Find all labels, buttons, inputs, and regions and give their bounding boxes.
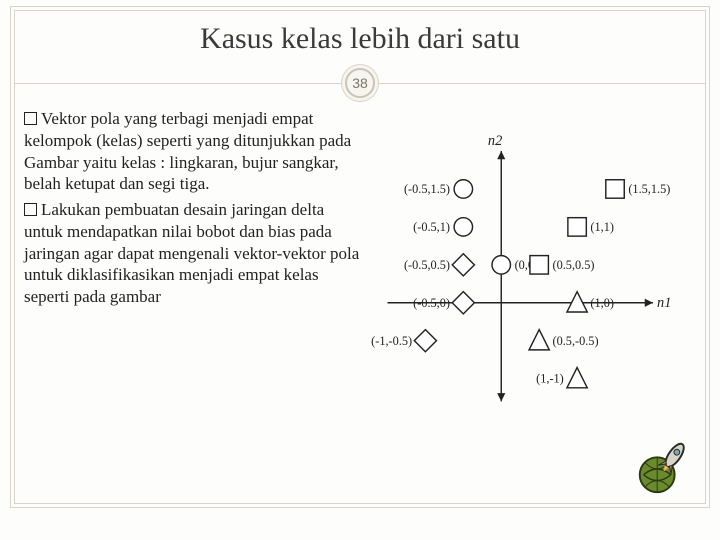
point-circle-icon [454,218,472,236]
point-diamond-icon [414,330,436,352]
bullet-2-text: Lakukan pembuatan desain jaringan delta … [24,200,359,306]
square-bullet-icon [24,203,37,216]
y-axis-arrow-down-icon [497,393,505,401]
point-label: (-0.5,0.5) [404,258,450,272]
point-square-icon [606,180,624,198]
content-row: Vektor pola yang terbagi menjadi empat k… [24,108,696,496]
y-axis-arrow-icon [497,151,505,159]
point-label: (1,0) [590,296,614,310]
title-wrap: Kasus kelas lebih dari satu [0,22,720,56]
point-triangle-icon [529,330,549,350]
point-label: (-0.5,1) [413,220,450,234]
rocket-globe-icon [632,436,694,498]
point-square-icon [568,218,586,236]
text-column: Vektor pola yang terbagi menjadi empat k… [24,108,360,496]
point-label: (0.5,0.5) [553,258,595,272]
point-triangle-icon [567,368,587,388]
point-label: (-1,-0.5) [371,334,412,348]
point-circle-icon [454,180,472,198]
bullet-1-text: Vektor pola yang terbagi menjadi empat k… [24,109,351,193]
point-square-icon [530,256,548,274]
scatter-figure: n1n2(-0.5,1.5)(-0.5,1)(0,0.5)(1.5,1.5)(1… [368,108,696,446]
point-diamond-icon [452,292,474,314]
y-axis-label: n2 [488,133,502,149]
point-label: (1,-1) [536,372,564,386]
point-diamond-icon [452,254,474,276]
point-circle-icon [492,256,510,274]
x-axis-label: n1 [657,295,671,311]
page-number-badge: 38 [345,68,375,98]
slide-title: Kasus kelas lebih dari satu [0,22,720,56]
x-axis-arrow-icon [645,299,653,307]
point-label: (1.5,1.5) [628,182,670,196]
point-label: (1,1) [590,220,614,234]
point-label: (0.5,-0.5) [553,334,599,348]
bullet-1: Vektor pola yang terbagi menjadi empat k… [24,108,360,195]
point-label: (-0.5,0) [413,296,450,310]
point-label: (-0.5,1.5) [404,182,450,196]
square-bullet-icon [24,112,37,125]
point-triangle-icon [567,292,587,312]
bullet-2: Lakukan pembuatan desain jaringan delta … [24,199,360,308]
